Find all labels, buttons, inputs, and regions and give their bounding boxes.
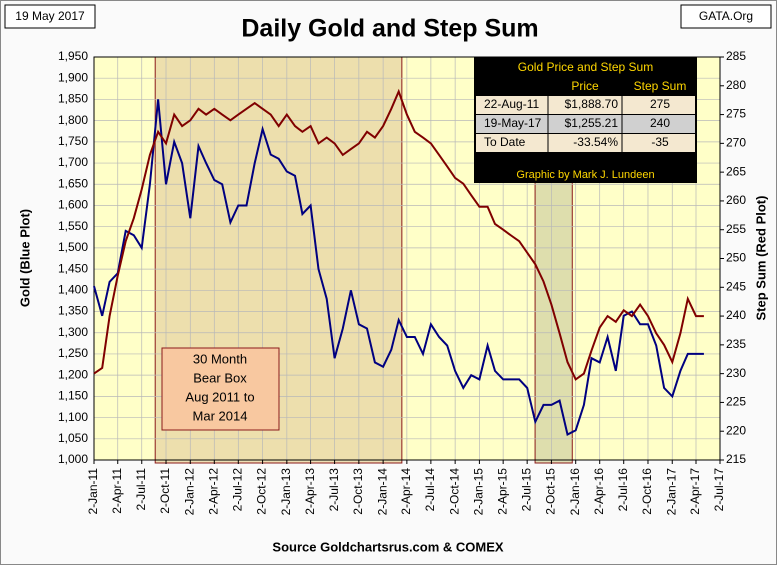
source-box [680, 4, 772, 29]
y-tick-label: 1,650 [58, 176, 88, 190]
table-cell: -33.54% [573, 135, 618, 149]
y2-tick-label: 255 [726, 222, 746, 236]
table-header: Step Sum [634, 79, 687, 93]
y-tick-label: 1,400 [58, 282, 88, 296]
y-tick-label: 1,150 [58, 389, 88, 403]
y2-tick-label: 265 [726, 164, 746, 178]
y-tick-label: 1,200 [58, 367, 88, 381]
y-tick-label: 1,500 [58, 240, 88, 254]
x-tick-label: 2-Oct-14 [447, 468, 461, 515]
table-row [476, 96, 695, 114]
table-header: Price [571, 79, 599, 93]
x-tick-label: 2-Jul-15 [519, 468, 533, 512]
x-tick-label: 2-Oct-13 [351, 468, 365, 515]
table-cell: To Date [484, 135, 526, 149]
y2-tick-label: 245 [726, 279, 746, 293]
table-footer: Graphic by Mark J. Lundeen [516, 169, 654, 181]
source-tag: GATA.Org [699, 9, 753, 23]
x-tick-label: 2-Oct-16 [640, 468, 654, 515]
y2-tick-label: 235 [726, 337, 746, 351]
table-row [476, 134, 695, 152]
x-tick-label: 2-Apr-13 [303, 468, 317, 515]
x-tick-label: 2-Apr-16 [592, 468, 606, 515]
y2-tick-label: 280 [726, 78, 746, 92]
y-tick-label: 1,250 [58, 346, 88, 360]
y-tick-label: 1,050 [58, 431, 88, 445]
y2-tick-label: 230 [726, 366, 746, 380]
annotation-box [161, 347, 280, 431]
x-tick-label: 2-Jan-12 [182, 468, 196, 516]
table-row [476, 115, 695, 133]
x-tick-label: 2-Jul-14 [423, 468, 437, 512]
x-tick-label: 2-Jul-13 [327, 468, 341, 512]
y-tick-label: 1,700 [58, 155, 88, 169]
x-tick-label: 2-Apr-17 [688, 468, 702, 515]
x-tick-label: 2-Oct-15 [544, 468, 558, 515]
x-tick-label: 2-Jan-14 [375, 468, 389, 516]
table-cell: -35 [651, 135, 669, 149]
x-tick-label: 2-Jan-17 [664, 468, 678, 516]
table-cell: $1,255.21 [565, 116, 619, 130]
y2-tick-label: 275 [726, 107, 746, 121]
table-cell: 22-Aug-11 [484, 97, 539, 111]
x-tick-label: 2-Apr-14 [399, 468, 413, 515]
y-tick-label: 1,850 [58, 92, 88, 106]
table-title: Gold Price and Step Sum [518, 60, 653, 74]
x-tick-label: 2-Jan-15 [472, 468, 486, 516]
y2-tick-label: 220 [726, 423, 746, 437]
y2-tick-label: 215 [726, 452, 746, 466]
x-tick-label: 2-Jan-16 [568, 468, 582, 516]
y2-tick-label: 240 [726, 308, 746, 322]
y-tick-label: 1,750 [58, 134, 88, 148]
chart-title: Daily Gold and Step Sum [241, 15, 538, 43]
y-tick-label: 1,950 [58, 49, 88, 63]
table-cell: 275 [650, 97, 670, 111]
series-line [93, 99, 704, 436]
x-tick-label: 2-Apr-12 [206, 468, 220, 515]
annotation-text: 30 Month [193, 351, 247, 366]
y2-tick-label: 270 [726, 136, 746, 150]
y2-tick-label: 225 [726, 395, 746, 409]
date-label: 19 May 2017 [15, 9, 85, 23]
table-footer-bg [476, 155, 695, 181]
y-tick-label: 1,350 [58, 304, 88, 318]
annotation-text: Aug 2011 to [185, 389, 254, 404]
y-tick-label: 1,000 [58, 452, 88, 466]
x-tick-label: 2-Jan-11 [86, 468, 100, 515]
x-tick-label: 2-Jul-17 [712, 468, 726, 512]
x-tick-label: 2-Apr-15 [495, 468, 509, 515]
x-tick-label: 2-Jan-13 [279, 468, 293, 516]
annotation-text: Bear Box [193, 370, 247, 385]
y-tick-label: 1,300 [58, 325, 88, 339]
y-tick-label: 1,900 [58, 70, 88, 84]
x-tick-label: 2-Jul-16 [616, 468, 630, 512]
y-tick-label: 1,100 [58, 410, 88, 424]
table-cell: $1,888.70 [565, 97, 619, 111]
y2-tick-label: 250 [726, 251, 746, 265]
y-tick-label: 1,800 [58, 113, 88, 127]
plot-border [93, 56, 721, 461]
y-tick-label: 1,550 [58, 219, 88, 233]
y2-tick-label: 260 [726, 193, 746, 207]
x-tick-label: 2-Jul-12 [230, 468, 244, 512]
annotation-text: Mar 2014 [193, 408, 248, 423]
date-box [4, 4, 96, 29]
y-tick-label: 1,600 [58, 198, 88, 212]
y-axis-label: Gold (Blue Plot) [17, 209, 32, 307]
y-tick-label: 1,450 [58, 261, 88, 275]
series-line [93, 88, 704, 381]
x-tick-label: 2-Oct-11 [158, 468, 172, 514]
x-tick-label: 2-Jul-11 [134, 468, 148, 511]
table-cell: 240 [650, 116, 670, 130]
x-tick-label: 2-Oct-12 [255, 468, 269, 515]
x-tick-label: 2-Apr-11 [110, 468, 124, 514]
y2-axis-label: Step Sum (Red Plot) [753, 196, 768, 321]
y2-tick-label: 285 [726, 49, 746, 63]
table-cell: 19-May-17 [484, 116, 542, 130]
x-axis-label: Source Goldchartsrus.com & COMEX [272, 539, 503, 554]
